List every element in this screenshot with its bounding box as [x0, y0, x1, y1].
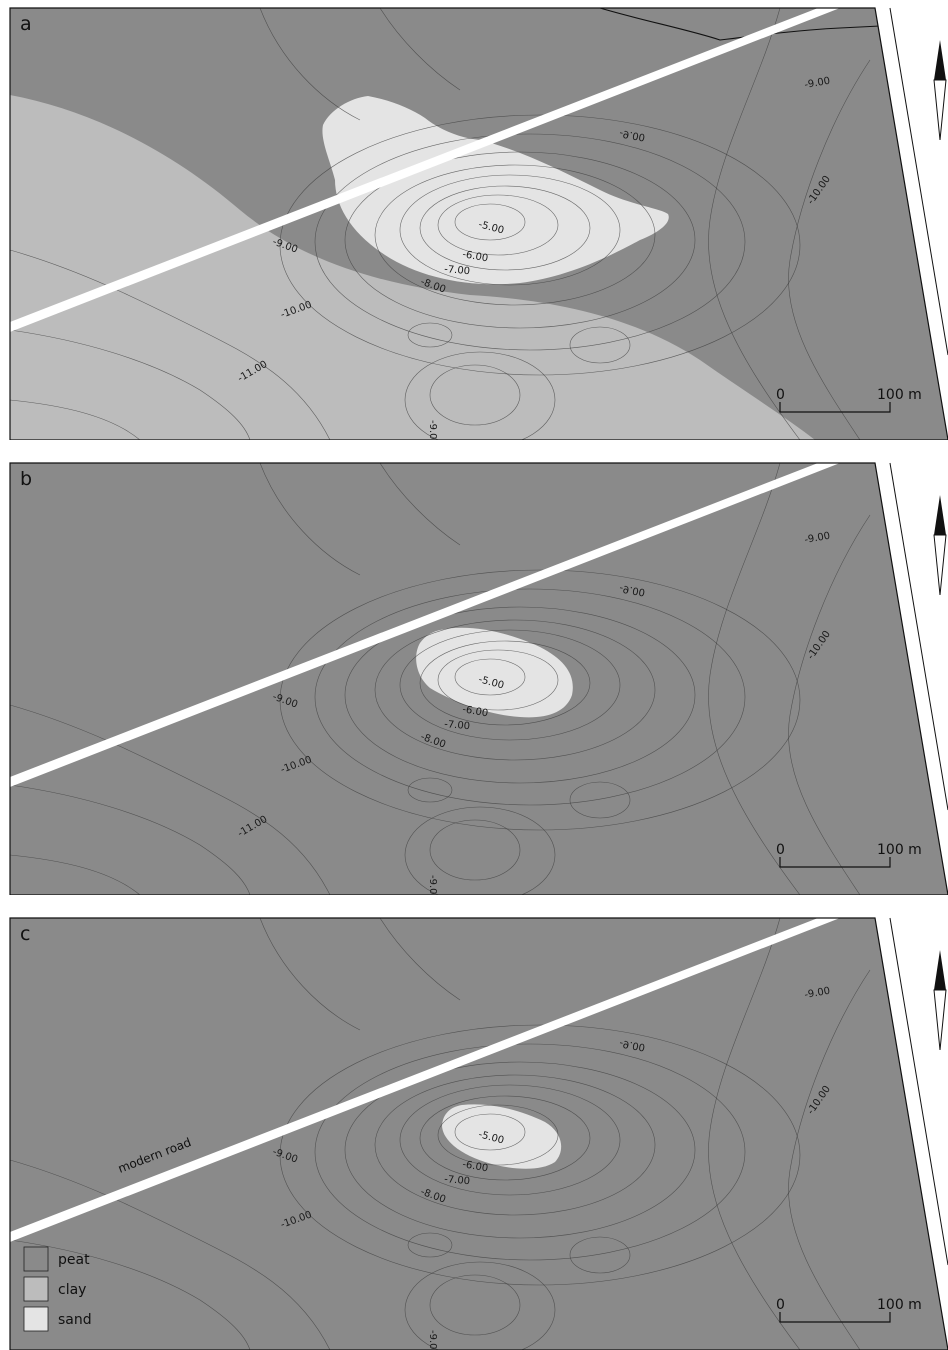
map-panel-a: a -5.00 -6.00 -7.00 -8.00 -9.00 -9.00 -9…: [0, 0, 948, 440]
legend: peat clay sand: [23, 1246, 92, 1332]
scale-start: 0: [776, 1297, 785, 1313]
map-frame: [9, 7, 948, 440]
map-edge-line: [889, 7, 948, 356]
legend-swatch-clay: [23, 1276, 49, 1302]
contour-label-7: -7.00: [444, 1174, 471, 1187]
modern-road: [10, 918, 840, 1242]
scale-start: 0: [776, 387, 785, 403]
scale-start: 0: [776, 842, 785, 858]
panel-letter-b: b: [20, 468, 32, 490]
contour-label-9-right: -9.00: [804, 531, 831, 546]
legend-swatch-peat: [23, 1246, 49, 1272]
contour-label-9-top: -9.00: [619, 127, 646, 142]
map-frame: [9, 917, 948, 1350]
contour-label-9-bottom: -9.00: [427, 1330, 438, 1350]
north-arrow-icon: [933, 495, 947, 596]
contour-label-6: -6.00: [461, 704, 488, 719]
map-c-svg: c modern road -5.00 -6.00 -7.00 -8.00 -9…: [9, 917, 948, 1350]
contour-label-9-bottom: -9.00: [427, 875, 438, 895]
scale-end: 100 m: [877, 842, 922, 858]
modern-road: [10, 8, 840, 332]
north-arrow-icon: [933, 950, 947, 1051]
contour-lines: [10, 8, 871, 440]
contour-label-9-top: -9.00: [619, 1037, 646, 1052]
contour-label-6: -6.00: [461, 249, 488, 264]
waterway-line: [599, 8, 881, 41]
map-panel-b: b -5.00 -6.00 -7.00 -8.00 -9.00 -9.00 -9…: [0, 455, 948, 895]
modern-road: [10, 463, 840, 787]
north-arrow-icon: [933, 40, 947, 141]
clay-area: [10, 95, 815, 440]
scale-end: 100 m: [877, 1297, 922, 1313]
map-a-svg: a -5.00 -6.00 -7.00 -8.00 -9.00 -9.00 -9…: [9, 7, 948, 440]
panel-letter-c: c: [20, 923, 30, 945]
map-edge-line: [889, 917, 948, 1266]
sand-area: [322, 96, 669, 285]
sand-area: [416, 627, 573, 718]
contour-label-9-bottom: -9.00: [427, 420, 438, 440]
contour-lines: [10, 463, 871, 895]
contour-label-7: -7.00: [444, 264, 471, 277]
sand-area: [442, 1104, 562, 1169]
scale-end: 100 m: [877, 387, 922, 403]
map-edge-line: [889, 462, 948, 811]
contour-label-6: -6.00: [461, 1159, 488, 1174]
legend-label-sand: sand: [58, 1312, 92, 1328]
contour-label-7: -7.00: [444, 719, 471, 732]
contour-label-9-right: -9.00: [804, 986, 831, 1001]
legend-label-peat: peat: [58, 1252, 90, 1268]
legend-swatch-sand: [23, 1306, 49, 1332]
scale-bar: 0 100 m: [776, 842, 922, 868]
map-panel-c: c modern road -5.00 -6.00 -7.00 -8.00 -9…: [0, 910, 948, 1350]
scale-bar: 0 100 m: [776, 1297, 922, 1323]
map-b-svg: b -5.00 -6.00 -7.00 -8.00 -9.00 -9.00 -9…: [9, 462, 948, 895]
legend-label-clay: clay: [58, 1282, 86, 1298]
map-frame: [9, 462, 948, 895]
contour-label-9-right: -9.00: [804, 76, 831, 91]
scale-bar: 0 100 m: [776, 387, 922, 413]
panel-letter-a: a: [20, 13, 32, 35]
contour-lines: [10, 918, 871, 1350]
contour-label-9-top: -9.00: [619, 582, 646, 597]
